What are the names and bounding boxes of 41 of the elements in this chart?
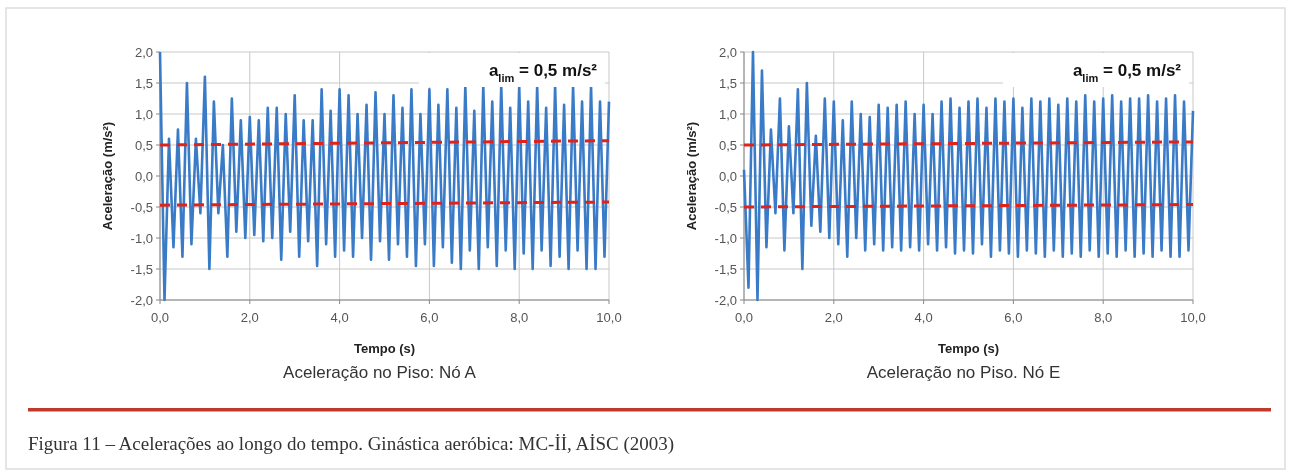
y-tick-label: -0,5 bbox=[130, 199, 153, 215]
y-tick-label: 0,0 bbox=[718, 168, 737, 184]
y-tick-label: 1,5 bbox=[134, 75, 153, 91]
y-tick-label: 2,0 bbox=[718, 44, 737, 60]
y-tick-label: -0,5 bbox=[714, 199, 737, 215]
y-axis-title: Aceleração (m/s²) bbox=[684, 121, 699, 231]
y-tick-label: -2,0 bbox=[130, 292, 153, 308]
x-tick-label: 10,0 bbox=[596, 310, 622, 325]
annotation: a$_{lim}$ = 0,5 m/s² bbox=[488, 61, 598, 84]
text: Aceleração no Piso: Nó A bbox=[283, 363, 477, 382]
x-tick-label: 4,0 bbox=[914, 310, 933, 325]
y-tick-label: 0,5 bbox=[718, 137, 737, 153]
y-tick-label: -1,0 bbox=[714, 230, 737, 246]
y-axis-title: Aceleração (m/s²) bbox=[100, 121, 115, 231]
y-tick-label: -1,5 bbox=[714, 261, 737, 277]
x-tick-label: 2,0 bbox=[240, 310, 259, 325]
x-tick-label: 6,0 bbox=[420, 310, 439, 325]
line-series bbox=[742, 50, 1195, 302]
y-tick-label: 0,5 bbox=[134, 137, 153, 153]
x-tick-label: 0,0 bbox=[734, 310, 754, 325]
x-tick-label: 2,0 bbox=[824, 310, 843, 325]
y-tick-label: -1,5 bbox=[130, 261, 153, 277]
x-axis-title: Tempo (s) bbox=[353, 341, 416, 356]
line-series bbox=[158, 50, 611, 302]
text: Aceleração no Piso. Nó E bbox=[866, 363, 1061, 382]
text: Figura 11 – Acelerações ao longo do tempo. Ginástica aeróbica: MC-İİ, AİSC (2003) bbox=[28, 433, 675, 455]
x-tick-label: 8,0 bbox=[1094, 310, 1113, 325]
x-tick-label: 0,0 bbox=[150, 310, 170, 325]
y-tick-label: 1,5 bbox=[718, 75, 737, 91]
x-tick-label: 8,0 bbox=[510, 310, 529, 325]
y-tick-label: 1,0 bbox=[718, 106, 737, 122]
x-axis-title: Tempo (s) bbox=[937, 341, 1000, 356]
x-tick-label: 6,0 bbox=[1004, 310, 1023, 325]
y-tick-label: 1,0 bbox=[134, 106, 153, 122]
annotation: a$_{lim}$ = 0,5 m/s² bbox=[1072, 61, 1182, 84]
y-tick-label: -2,0 bbox=[714, 292, 737, 308]
y-tick-label: -1,0 bbox=[130, 230, 153, 246]
y-tick-label: 0,0 bbox=[134, 168, 153, 184]
x-tick-label: 10,0 bbox=[1180, 310, 1206, 325]
x-tick-label: 4,0 bbox=[330, 310, 349, 325]
y-tick-label: 2,0 bbox=[134, 44, 153, 60]
